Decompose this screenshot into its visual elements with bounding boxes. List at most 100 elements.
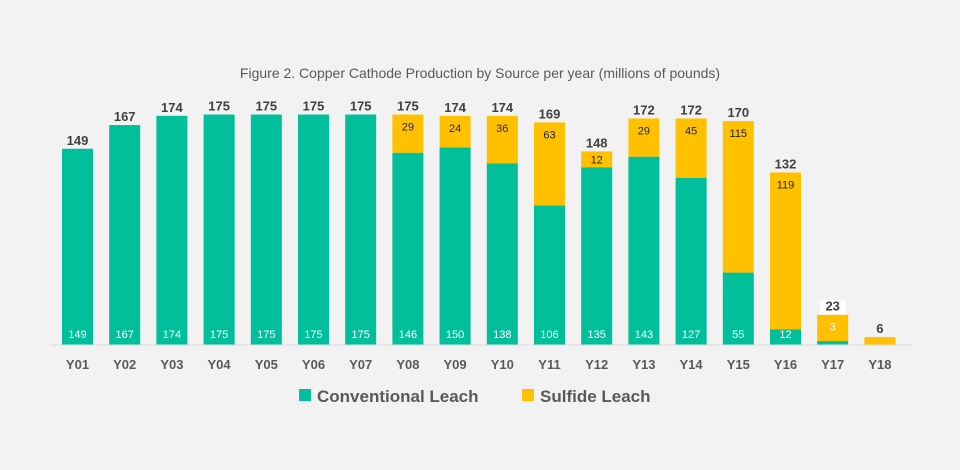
label-conventional-leach-y13: 143 — [635, 329, 653, 341]
total-label-y12: 148 — [586, 135, 608, 150]
x-tick-y03: Y03 — [160, 357, 183, 372]
x-tick-y04: Y04 — [208, 357, 232, 372]
bar-conventional-leach-y08 — [392, 152, 424, 345]
bar-sulfide-leach-y09 — [439, 115, 471, 148]
total-label-y09: 174 — [444, 100, 466, 115]
bar-sulfide-leach-y13 — [628, 118, 660, 157]
label-sulfide-leach-y16: 119 — [777, 179, 795, 191]
total-label-y03: 174 — [161, 100, 183, 115]
label-conventional-leach-y01: 149 — [68, 329, 86, 341]
total-label-y01: 149 — [67, 133, 89, 148]
bar-conventional-leach-y13 — [628, 156, 660, 345]
bar-sulfide-leach-y10 — [486, 115, 518, 164]
total-label-y10: 174 — [491, 100, 513, 115]
label-conventional-leach-y08: 146 — [399, 329, 417, 341]
total-label-y15: 170 — [727, 105, 749, 120]
bar-sulfide-leach-y15 — [722, 121, 754, 273]
x-tick-y15: Y15 — [727, 357, 750, 372]
label-conventional-leach-y11: 106 — [540, 329, 558, 341]
label-sulfide-leach-y10: 36 — [496, 123, 508, 135]
label-sulfide-leach-y12: 12 — [591, 154, 603, 166]
total-label-y04: 175 — [208, 99, 230, 114]
bar-conventional-leach-y07 — [345, 114, 377, 346]
x-tick-y02: Y02 — [113, 357, 136, 372]
total-label-y11: 169 — [539, 106, 561, 121]
total-label-box-y17 — [819, 300, 846, 315]
bar-conventional-leach-y16 — [770, 329, 801, 345]
bar-conventional-leach-y11 — [534, 205, 565, 345]
bar-conventional-leach-y09 — [439, 147, 471, 345]
x-tick-y01: Y01 — [66, 357, 89, 372]
x-axis-ticks: Y01 Y02 Y03 Y04 Y05 Y06 Y07 Y08 Y09 Y10 Y11 Y12 Y13 Y… — [66, 357, 892, 372]
x-tick-y08: Y08 — [396, 357, 419, 372]
x-tick-y16: Y16 — [774, 357, 797, 372]
label-conventional-leach-y12: 135 — [588, 329, 606, 341]
label-sulfide-leach-y09: 24 — [449, 123, 461, 135]
chart-title: Figure 2. Copper Cathode Production by S… — [240, 65, 720, 81]
total-label-y07: 175 — [350, 99, 372, 114]
bar-sulfide-leach-y08 — [392, 114, 424, 153]
bar-conventional-leach-y06 — [298, 114, 329, 346]
label-conventional-leach-y05: 175 — [257, 329, 275, 341]
label-sulfide-leach-y11: 63 — [543, 129, 555, 141]
total-label-y17: 23 — [825, 299, 839, 314]
total-label-y08: 175 — [397, 99, 419, 114]
label-sulfide-leach-y13: 29 — [638, 125, 650, 137]
x-tick-y12: Y12 — [585, 357, 608, 372]
bar-conventional-leach-y02 — [109, 125, 141, 345]
legend-label-conventional-leach: Conventional Leach — [317, 387, 479, 406]
label-conventional-leach-y14: 127 — [682, 329, 700, 341]
x-tick-y05: Y05 — [255, 357, 278, 372]
x-tick-y10: Y10 — [491, 357, 514, 372]
label-conventional-leach-y16: 12 — [779, 329, 791, 341]
legend: Conventional Leach Sulfide Leach — [299, 387, 651, 406]
legend-swatch-sulfide-leach — [522, 389, 534, 401]
bar-conventional-leach-y03 — [156, 115, 188, 345]
bar-conventional-leach-y05 — [250, 114, 282, 346]
label-conventional-leach-y04: 175 — [210, 329, 228, 341]
bar-conventional-leach-y01 — [62, 148, 93, 345]
label-conventional-leach-y03: 174 — [163, 329, 181, 341]
label-sulfide-leach-y17: 3 — [830, 322, 836, 334]
x-tick-y11: Y11 — [538, 357, 560, 372]
total-label-y06: 175 — [303, 99, 325, 114]
total-label-y02: 167 — [114, 109, 136, 124]
label-conventional-leach-y15: 55 — [732, 329, 744, 341]
legend-swatch-conventional-leach — [299, 389, 311, 401]
label-conventional-leach-y02: 167 — [116, 329, 134, 341]
label-sulfide-leach-y14: 45 — [685, 125, 697, 137]
bars-layer: 149 149 167 167 174 174 175 175 175 175 175 175 175 1… — [62, 99, 896, 346]
bar-conventional-leach-y15 — [722, 272, 754, 345]
bar-sulfide-leach-y11 — [534, 122, 565, 206]
x-tick-y09: Y09 — [444, 357, 467, 372]
bar-conventional-leach-y12 — [581, 167, 613, 345]
x-tick-y06: Y06 — [302, 357, 325, 372]
bar-conventional-leach-y17 — [817, 341, 849, 345]
total-label-y18: 6 — [876, 321, 883, 336]
label-sulfide-leach-y15: 115 — [730, 128, 748, 140]
total-label-y13: 172 — [633, 102, 655, 117]
bar-sulfide-leach-y12 — [581, 151, 613, 168]
bar-conventional-leach-y14 — [675, 177, 707, 345]
bar-conventional-leach-y10 — [486, 163, 518, 345]
bar-sulfide-leach-y17 — [817, 314, 849, 342]
label-conventional-leach-y09: 150 — [446, 329, 464, 341]
x-tick-y18: Y18 — [868, 357, 891, 372]
label-sulfide-leach-y08: 29 — [402, 122, 414, 134]
label-conventional-leach-y06: 175 — [304, 329, 322, 341]
x-tick-y17: Y17 — [821, 357, 844, 372]
bar-sulfide-leach-y18 — [864, 337, 896, 345]
bar-conventional-leach-y04 — [203, 114, 235, 346]
x-tick-y14: Y14 — [680, 357, 704, 372]
bar-sulfide-leach-y14 — [675, 118, 707, 178]
x-tick-y07: Y07 — [349, 357, 372, 372]
legend-label-sulfide-leach: Sulfide Leach — [540, 387, 651, 406]
x-tick-y13: Y13 — [632, 357, 655, 372]
bar-sulfide-leach-y16 — [770, 172, 801, 330]
total-label-y14: 172 — [680, 102, 702, 117]
total-label-y05: 175 — [255, 99, 277, 114]
total-label-y16: 132 — [775, 156, 797, 171]
label-conventional-leach-y07: 175 — [352, 329, 370, 341]
